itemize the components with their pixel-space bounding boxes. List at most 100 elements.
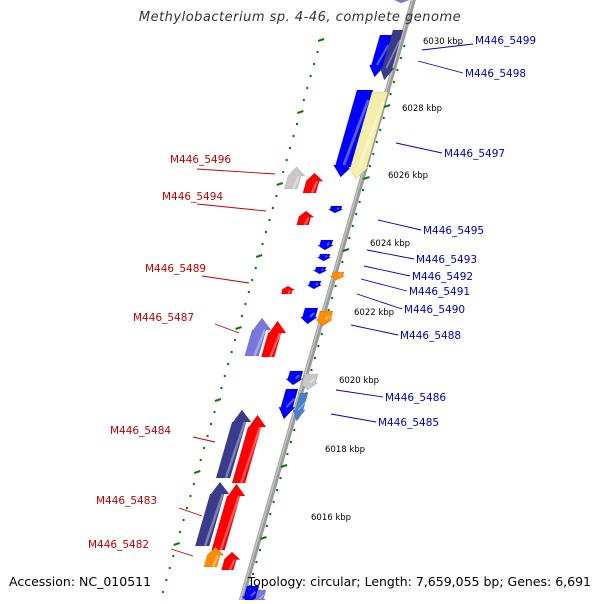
- accession-text: Accession: NC_010511: [9, 574, 152, 589]
- scale-label: 6024 kbp: [370, 239, 410, 249]
- scale-label: 6018 kbp: [325, 445, 365, 455]
- gene-highlight: [342, 99, 370, 166]
- gene-callouts: M446_5496 M446_5494 M446_5489 M446_5487 M446…: [88, 35, 536, 557]
- callout-line: [201, 275, 250, 284]
- scale-labels: 6030 kbp 6028 kbp 6026 kbp 6024 kbp 6022 kbp…: [311, 37, 463, 523]
- gene-m446-5485b: [292, 392, 309, 422]
- label-m446-5488: M446_5488: [400, 330, 461, 342]
- gene-features: [194, 0, 410, 604]
- label-m446-5495: M446_5495: [423, 225, 484, 237]
- callout-line: [196, 203, 267, 212]
- gene-highlight: [320, 268, 324, 271]
- callout-line: [335, 389, 384, 398]
- gene-m446-5489: [279, 285, 297, 295]
- callout-line: [178, 507, 203, 517]
- tick-mark: [342, 248, 350, 252]
- gene-highlight: [259, 594, 265, 600]
- gene-m446-5486b: [299, 373, 319, 391]
- label-m446-5496: M446_5496: [170, 154, 231, 166]
- label-m446-5498: M446_5498: [465, 68, 526, 80]
- tick-mark: [173, 542, 180, 546]
- gene-m446-5488b: [314, 310, 334, 327]
- gene-highlight: [376, 44, 390, 66]
- gene-m446-5496b: [283, 166, 306, 190]
- scale-label: 6016 kbp: [311, 513, 351, 523]
- callout-line: [395, 142, 443, 154]
- scale-label: 6030 kbp: [423, 37, 463, 47]
- gene-m446-5493: [316, 239, 334, 251]
- tick-mark: [297, 110, 304, 114]
- tick-mark: [235, 326, 242, 330]
- callout-line: [417, 60, 464, 74]
- callout-line: [170, 548, 194, 557]
- callout-line: [330, 413, 377, 423]
- callout-line: [356, 293, 403, 310]
- gene-highlight: [269, 332, 282, 358]
- callout-line: [363, 265, 411, 277]
- gene-highlight: [303, 216, 310, 226]
- callout-line: [360, 278, 408, 292]
- callout-line: [366, 249, 415, 260]
- label-m446-5497: M446_5497: [444, 148, 505, 160]
- label-m446-5482: M446_5482: [88, 539, 149, 551]
- gene-highlight: [240, 426, 262, 484]
- gene-highlight: [224, 421, 246, 479]
- gene-m446-5495: [327, 205, 344, 214]
- gene-highlight: [253, 329, 266, 357]
- gene-highlight: [324, 255, 328, 258]
- gene-highlight: [250, 590, 257, 598]
- gene-highlight: [228, 559, 236, 571]
- label-m446-5491: M446_5491: [409, 286, 470, 298]
- tick-mark: [255, 254, 263, 258]
- tick-mark: [193, 470, 201, 474]
- gene-highlight: [285, 398, 296, 408]
- gene-m446-5497b: [347, 91, 389, 180]
- label-m446-5484: M446_5484: [110, 425, 171, 437]
- gene-m446-5492: [315, 253, 332, 262]
- callout-line: [377, 219, 422, 231]
- gene-m446-5491b: [328, 271, 346, 281]
- gene-highlight: [315, 282, 319, 286]
- tick-mark: [260, 536, 267, 540]
- label-m446-5483: M446_5483: [96, 495, 157, 507]
- gene-highlight: [219, 495, 241, 551]
- gene-m446-5487: [260, 320, 287, 358]
- gene-m446-5496: [302, 172, 324, 194]
- gene-highlight: [294, 374, 300, 380]
- gene-m446-5490: [305, 280, 323, 290]
- label-m446-5487: M446_5487: [133, 312, 194, 324]
- tick-mark: [363, 176, 370, 180]
- tick-mark: [276, 182, 284, 186]
- gene-m446-5498: [379, 29, 404, 81]
- gene-highlight: [385, 39, 401, 69]
- scale-label: 6026 kbp: [388, 171, 428, 181]
- callout-line: [350, 324, 399, 336]
- gene-highlight: [211, 554, 220, 568]
- label-m446-5499: M446_5499: [475, 35, 536, 47]
- callout-line: [421, 43, 474, 51]
- gene-m446-5485: [278, 388, 299, 420]
- gene-m446-5484: [231, 414, 267, 484]
- label-m446-5492: M446_5492: [412, 271, 473, 283]
- gene-highlight: [297, 401, 307, 411]
- genome-backbone-highlight: [238, 0, 414, 604]
- scale-label: 6020 kbp: [339, 376, 379, 386]
- tick-marks: [161, 38, 406, 600]
- gene-highlight: [287, 289, 291, 295]
- label-m446-5494: M446_5494: [162, 191, 223, 203]
- gene-m446-5494: [296, 210, 315, 226]
- genome-backbone: [237, 0, 416, 604]
- gene-top: [393, 0, 410, 4]
- gene-m446-5491: [311, 266, 328, 275]
- gene-m446-5482b: [203, 546, 225, 568]
- callout-line: [196, 168, 276, 175]
- tick-mark: [317, 38, 325, 42]
- gene-highlight: [309, 378, 315, 384]
- label-m446-5493: M446_5493: [416, 254, 477, 266]
- gene-highlight: [338, 273, 342, 277]
- gene-highlight: [292, 175, 301, 190]
- gene-highlight: [310, 180, 319, 194]
- scale-label: 6022 kbp: [354, 308, 394, 318]
